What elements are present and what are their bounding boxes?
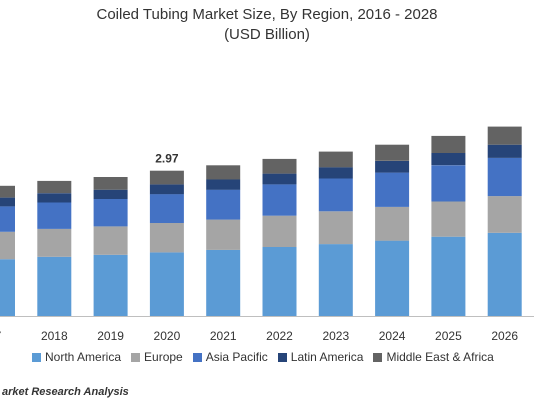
bar-segment-middle-east-africa-2022 — [262, 158, 297, 174]
bar-segment-latin-america-2019 — [93, 189, 128, 199]
x-tick-label: 2025 — [435, 329, 462, 343]
bar-segment-middle-east-africa-2019 — [93, 177, 128, 190]
chart-legend: North America Europe Asia Pacific Latin Ame… — [32, 350, 494, 364]
x-tick-label: 2019 — [97, 329, 124, 343]
bar-segment-asia-pacific-2021 — [206, 189, 241, 220]
chart-title: Coiled Tubing Market Size, By Region, 20… — [96, 6, 438, 23]
bar-segment-middle-east-africa-2023 — [318, 151, 353, 168]
bar-segment-latin-america-2022 — [262, 173, 297, 185]
bar-segment-north-america-2024 — [375, 240, 410, 316]
stacked-bar-chart: 7 2018 2019 2020 2.97 2021 2022 2023 2024 2025 202… — [0, 126, 534, 343]
bar-segment-north-america-2022 — [262, 247, 297, 316]
legend-item: Middle East & Africa — [373, 350, 494, 364]
source-note: arket Research Analysis — [2, 386, 129, 398]
bar-segment-middle-east-africa-2020 — [149, 170, 184, 185]
bar-segment-latin-america-2018 — [37, 193, 72, 203]
bar-segment-north-america-2019 — [93, 254, 128, 316]
bar-segment-middle-east-africa-2021 — [206, 165, 241, 180]
bar-segment-north-america-2025 — [431, 236, 466, 316]
bar-segment-europe-2017 — [0, 231, 15, 260]
legend-swatch — [131, 352, 141, 362]
legend-label: Middle East & Africa — [386, 350, 494, 364]
bar-segment-north-america-2018 — [37, 256, 72, 316]
bar-segment-north-america-2021 — [206, 249, 241, 316]
x-tick-label: 2022 — [266, 329, 293, 343]
x-tick-label: 2026 — [491, 329, 518, 343]
bar-segment-europe-2018 — [37, 228, 72, 257]
bar-segment-europe-2019 — [93, 226, 128, 255]
bar-segment-asia-pacific-2023 — [318, 178, 353, 212]
bar-segment-asia-pacific-2019 — [93, 199, 128, 227]
bar-segment-asia-pacific-2020 — [149, 194, 184, 223]
bar-segment-asia-pacific-2025 — [431, 165, 466, 202]
x-tick-label: 2023 — [322, 329, 349, 343]
bar-segment-latin-america-2025 — [431, 153, 466, 166]
bar-segment-europe-2020 — [149, 223, 184, 253]
bar-segment-asia-pacific-2017 — [0, 206, 15, 232]
chart-subtitle: (USD Billion) — [224, 26, 310, 43]
bar-segment-asia-pacific-2022 — [262, 184, 297, 216]
legend-item: Asia Pacific — [192, 350, 268, 364]
bar-segment-latin-america-2020 — [149, 184, 184, 195]
bar-segment-asia-pacific-2026 — [487, 157, 522, 197]
legend-item: Europe — [131, 350, 183, 364]
data-label: 2.97 — [155, 152, 179, 166]
legend-swatch — [373, 352, 383, 362]
bar-segment-middle-east-africa-2026 — [487, 126, 522, 145]
bar-segment-europe-2026 — [487, 196, 522, 233]
bar-segment-latin-america-2017 — [0, 197, 15, 207]
x-tick-label: 2021 — [210, 329, 237, 343]
bar-segment-europe-2021 — [206, 219, 241, 250]
legend-item: North America — [32, 350, 121, 364]
legend-label: Europe — [144, 350, 183, 364]
legend-label: Latin America — [290, 350, 364, 364]
x-tick-label: 2024 — [379, 329, 406, 343]
bar-segment-north-america-2023 — [318, 244, 353, 316]
bar-segment-asia-pacific-2024 — [375, 172, 410, 207]
legend-swatch — [277, 352, 287, 362]
bar-segment-latin-america-2026 — [487, 144, 522, 158]
bar-segment-latin-america-2024 — [375, 160, 410, 173]
bar-segment-north-america-2020 — [149, 252, 184, 316]
legend-label: North America — [45, 350, 122, 364]
bar-segment-middle-east-africa-2025 — [431, 135, 466, 153]
bar-segment-asia-pacific-2018 — [37, 202, 72, 229]
bar-segment-latin-america-2021 — [206, 179, 241, 190]
bar-segment-europe-2025 — [431, 201, 466, 237]
bar-segment-north-america-2017 — [0, 259, 15, 316]
x-tick-label: 2020 — [154, 329, 181, 343]
bar-segment-europe-2022 — [262, 215, 297, 247]
legend-label: Asia Pacific — [205, 350, 268, 364]
legend-swatch — [192, 352, 202, 362]
bar-segment-north-america-2026 — [487, 232, 522, 316]
x-tick-label: 2018 — [41, 329, 68, 343]
bar-segment-middle-east-africa-2018 — [37, 180, 72, 194]
legend-swatch — [32, 352, 41, 362]
bar-segment-middle-east-africa-2024 — [375, 144, 410, 161]
bar-segment-europe-2024 — [375, 206, 410, 241]
x-tick-label: 7 — [0, 329, 2, 343]
bar-segment-latin-america-2023 — [318, 167, 353, 179]
legend-item: Latin America — [277, 350, 364, 364]
bar-segment-middle-east-africa-2017 — [0, 185, 15, 198]
bar-segment-europe-2023 — [318, 211, 353, 245]
